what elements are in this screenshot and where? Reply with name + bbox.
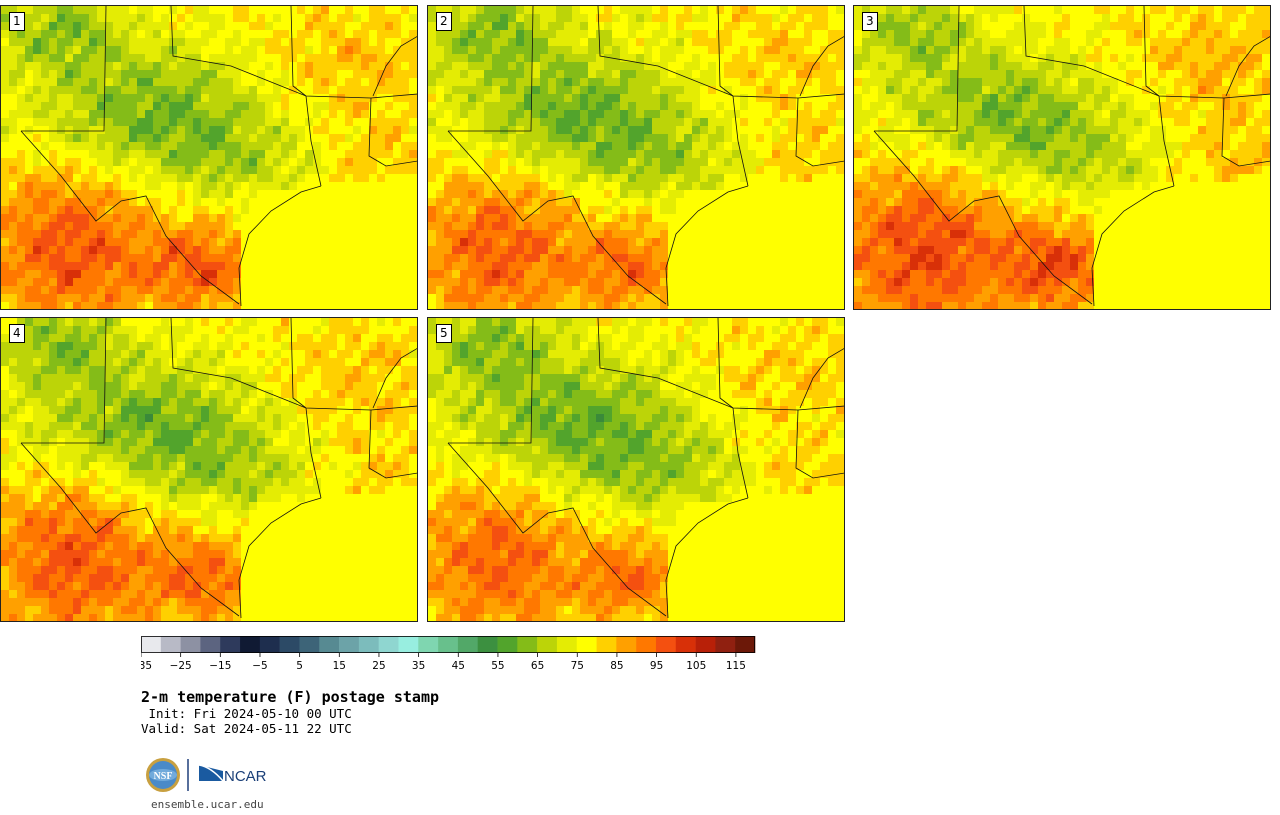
nsf-logo: NSF [146, 758, 180, 792]
state-boundaries [20, 6, 417, 307]
colorbar-swatch [319, 636, 340, 653]
colorbar-swatch [675, 636, 696, 653]
valid-time-label: Valid: Sat 2024-05-11 22 UTC [141, 721, 352, 736]
colorbar-tick-label: 55 [491, 660, 504, 672]
temperature-colorbar: −35 −25 −15 −5 5 15 25 35 45 55 65 75 85 95 105 115 [141, 636, 756, 672]
temperature-map [1, 6, 417, 309]
website-url: ensemble.ucar.edu [151, 798, 264, 811]
member-number-label: 3 [862, 12, 878, 31]
colorbar-swatch [556, 636, 578, 653]
colorbar-frame [141, 636, 755, 653]
colorbar-tick-label: 45 [452, 660, 465, 672]
colorbar-swatch [418, 636, 439, 653]
ncar-logo-text: NCAR [224, 768, 267, 785]
colorbar-tick-label: 95 [650, 660, 663, 672]
colorbar-swatch [497, 636, 518, 653]
colorbar-tick-label: 115 [726, 660, 746, 672]
colorbar-swatch [378, 636, 399, 653]
colorbar-tick-label: 105 [686, 660, 706, 672]
ensemble-member-panel-1: 1 [0, 5, 418, 310]
state-boundaries [447, 6, 844, 307]
colorbar-swatch [477, 636, 498, 653]
colorbar-swatch [358, 636, 379, 653]
colorbar-swatch [200, 636, 221, 653]
state-boundaries [20, 318, 417, 619]
colorbar-swatch [517, 636, 538, 653]
colorbar-swatch [438, 636, 459, 653]
state-boundaries [447, 318, 844, 619]
colorbar-swatch [160, 636, 181, 653]
member-number-label: 4 [9, 324, 25, 343]
temperature-map [854, 6, 1270, 309]
colorbar-swatch [180, 636, 201, 653]
ensemble-member-panel-3: 3 [853, 5, 1271, 310]
member-number-label: 5 [436, 324, 452, 343]
colorbar-swatch [735, 636, 756, 653]
colorbar-tick-label: 15 [333, 660, 346, 672]
ncar-logo: NCAR [198, 764, 267, 785]
colorbar-tick-label: −15 [209, 660, 231, 672]
colorbar-swatch [220, 636, 241, 653]
ensemble-member-panel-4: 4 [0, 317, 418, 622]
colorbar-tick-label: −35 [141, 660, 152, 672]
colorbar-swatch [259, 636, 280, 653]
colorbar-tick-label: 35 [412, 660, 425, 672]
state-boundaries [873, 6, 1270, 307]
colorbar-swatch [299, 636, 320, 653]
colorbar-tick-label: 85 [610, 660, 623, 672]
colorbar-swatch [596, 636, 617, 653]
colorbar-swatch [715, 636, 736, 653]
colorbar-swatch [240, 636, 261, 653]
ensemble-member-panel-5: 5 [427, 317, 845, 622]
colorbar-swatch [616, 636, 637, 653]
temperature-map [1, 318, 417, 621]
colorbar-tick-label: −25 [170, 660, 192, 672]
colorbar-swatch [279, 636, 300, 653]
colorbar-swatch [141, 636, 162, 653]
colorbar-swatch [398, 636, 419, 653]
colorbar-swatch [636, 636, 657, 653]
colorbar-swatch [339, 636, 360, 653]
colorbar-tick-label: −5 [252, 660, 267, 672]
colorbar-swatch [655, 636, 677, 653]
chart-title: 2-m temperature (F) postage stamp [141, 688, 440, 706]
init-time-label: Init: Fri 2024-05-10 00 UTC [141, 706, 352, 721]
member-number-label: 1 [9, 12, 25, 31]
colorbar-tick-label: 25 [372, 660, 385, 672]
colorbar-tick-label: 65 [531, 660, 544, 672]
colorbar-swatch [695, 636, 716, 653]
colorbar-tick-label: 5 [296, 660, 303, 672]
colorbar-swatch [537, 636, 558, 653]
colorbar-tick-label: 75 [571, 660, 584, 672]
member-number-label: 2 [436, 12, 452, 31]
sponsor-logos: NSF NCAR [146, 758, 267, 792]
colorbar-swatch [576, 636, 597, 653]
temperature-map [428, 6, 844, 309]
nsf-logo-text: NSF [154, 771, 173, 782]
ensemble-member-panel-2: 2 [427, 5, 845, 310]
colorbar-swatch [457, 636, 479, 653]
temperature-map [428, 318, 844, 621]
